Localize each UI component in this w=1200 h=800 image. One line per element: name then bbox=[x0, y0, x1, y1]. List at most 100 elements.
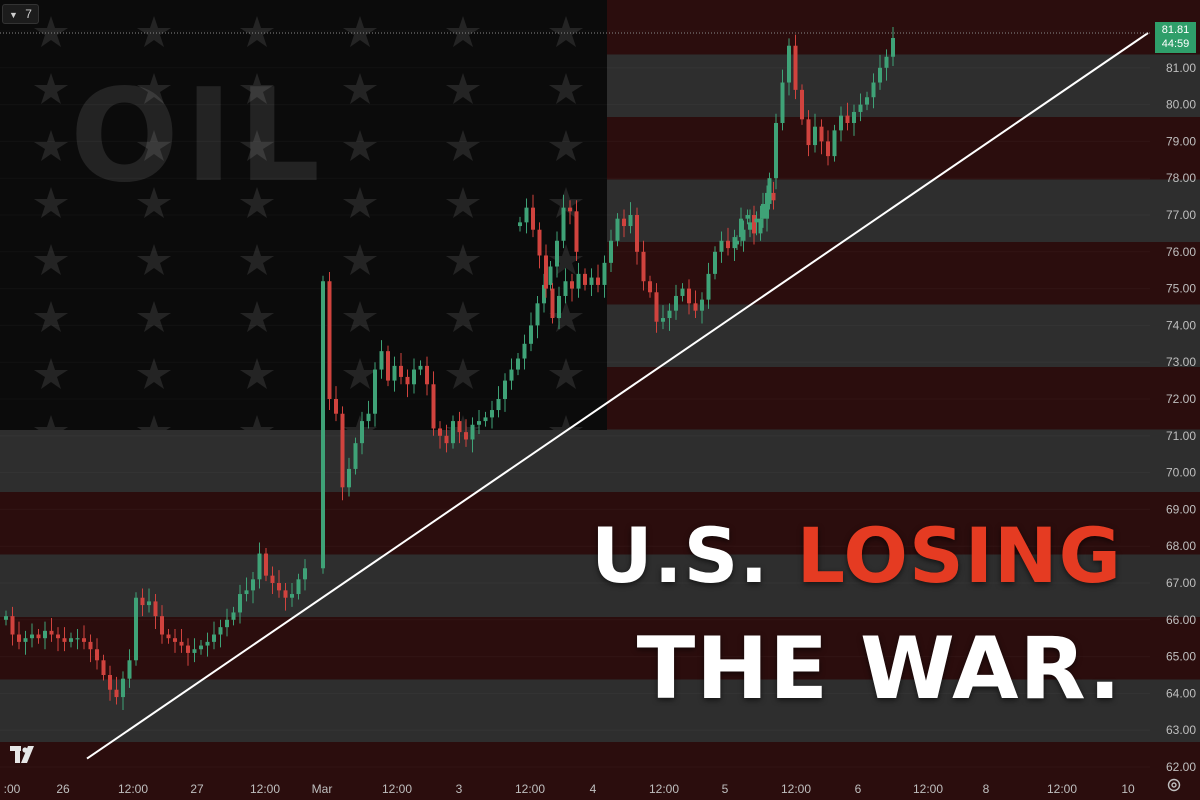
candle bbox=[425, 356, 429, 396]
candle bbox=[186, 638, 190, 666]
candle bbox=[570, 273, 574, 302]
interval-value: 7 bbox=[25, 7, 32, 21]
candle-body bbox=[270, 575, 275, 583]
flag-stripe bbox=[0, 492, 1200, 555]
candle bbox=[36, 629, 41, 644]
candle bbox=[264, 548, 268, 582]
candle bbox=[706, 262, 711, 309]
candle-body bbox=[674, 295, 678, 311]
candle-body bbox=[871, 82, 876, 98]
candle-body bbox=[555, 240, 559, 267]
candle bbox=[713, 246, 717, 280]
candle bbox=[557, 286, 561, 330]
candle bbox=[667, 303, 672, 331]
candle bbox=[735, 235, 739, 250]
candle-body bbox=[550, 288, 555, 319]
candle-body bbox=[735, 240, 739, 245]
last-price-value: 81.81 bbox=[1161, 24, 1190, 36]
x-tick-label: 12:00 bbox=[1047, 782, 1077, 796]
candle-body bbox=[366, 413, 371, 422]
candle bbox=[303, 559, 307, 591]
y-tick-label: 63.00 bbox=[1166, 723, 1196, 737]
y-axis[interactable]: 62.00 63.00 64.00 65.00 66.00 67.00 68.00 69.00… bbox=[1166, 24, 1196, 774]
candle bbox=[270, 566, 275, 595]
candle-body bbox=[399, 365, 403, 377]
candle bbox=[238, 584, 242, 624]
candle bbox=[800, 84, 804, 125]
candle-body bbox=[531, 207, 535, 230]
candle-body bbox=[826, 141, 830, 157]
candle bbox=[379, 340, 384, 379]
candle-body bbox=[516, 358, 520, 370]
candle bbox=[101, 654, 106, 681]
candle-body bbox=[589, 277, 594, 285]
candle-body bbox=[680, 288, 685, 296]
candle bbox=[780, 69, 785, 131]
candle-body bbox=[548, 266, 553, 285]
x-tick-label: 26 bbox=[56, 782, 70, 796]
candle-body bbox=[806, 119, 811, 146]
candle-body bbox=[251, 579, 255, 591]
candle bbox=[602, 255, 607, 298]
candle bbox=[277, 570, 281, 598]
candle-body bbox=[693, 303, 698, 311]
candle bbox=[147, 588, 151, 613]
candle bbox=[490, 400, 494, 429]
candle-body bbox=[225, 619, 229, 628]
candle bbox=[431, 371, 436, 436]
candle bbox=[451, 415, 455, 449]
candle bbox=[140, 588, 145, 617]
candle bbox=[641, 240, 646, 291]
candle bbox=[88, 634, 93, 663]
candle bbox=[754, 211, 759, 236]
candle bbox=[719, 231, 724, 263]
candle bbox=[537, 222, 542, 269]
interval-selector[interactable]: ▼ 7 bbox=[2, 4, 39, 24]
x-tick-label: Mar bbox=[312, 782, 333, 796]
candle-body bbox=[347, 468, 351, 488]
candle-body bbox=[321, 281, 325, 569]
candle bbox=[615, 213, 620, 247]
candle bbox=[765, 185, 769, 232]
candle bbox=[412, 358, 416, 394]
candle bbox=[360, 411, 364, 455]
candle-body bbox=[192, 649, 197, 653]
candle-body bbox=[780, 82, 785, 123]
candle bbox=[568, 200, 572, 225]
candle bbox=[23, 630, 28, 655]
candle-body bbox=[503, 380, 507, 399]
candle bbox=[741, 220, 746, 252]
candle-body bbox=[75, 638, 80, 640]
headline-accent: LOSING bbox=[796, 511, 1122, 600]
x-axis[interactable]: :00 26 12:00 27 12:00 Mar 12:00 3 12:00 4 12:00 5 12… bbox=[4, 782, 1135, 796]
y-tick-label: 76.00 bbox=[1166, 245, 1196, 259]
y-tick-label: 65.00 bbox=[1166, 650, 1196, 664]
candle-body bbox=[602, 262, 607, 285]
candle-body bbox=[340, 413, 345, 488]
candle bbox=[813, 113, 817, 153]
candle-body bbox=[496, 399, 501, 411]
candle bbox=[806, 110, 811, 157]
candle bbox=[166, 629, 171, 644]
candle-body bbox=[10, 616, 15, 635]
gear-icon[interactable] bbox=[1166, 777, 1182, 793]
tradingview-logo-icon[interactable] bbox=[10, 746, 40, 764]
flag-stripe bbox=[0, 679, 1200, 742]
candle bbox=[179, 629, 184, 653]
headline-line-1: U.S. LOSING bbox=[591, 518, 1122, 594]
candle-body bbox=[88, 641, 93, 650]
candle-body bbox=[173, 638, 177, 642]
candle-body bbox=[405, 376, 410, 385]
candle-body bbox=[583, 273, 587, 285]
candle-body bbox=[17, 634, 21, 642]
candle bbox=[225, 608, 229, 637]
candle-body bbox=[793, 45, 798, 90]
candle-body bbox=[95, 649, 99, 661]
candle bbox=[251, 571, 255, 604]
candle-body bbox=[891, 37, 895, 57]
candle bbox=[121, 671, 125, 710]
candle bbox=[405, 369, 410, 398]
x-tick-label: 8 bbox=[983, 782, 990, 796]
candle-body bbox=[726, 240, 730, 249]
trendline[interactable] bbox=[86, 32, 1149, 760]
